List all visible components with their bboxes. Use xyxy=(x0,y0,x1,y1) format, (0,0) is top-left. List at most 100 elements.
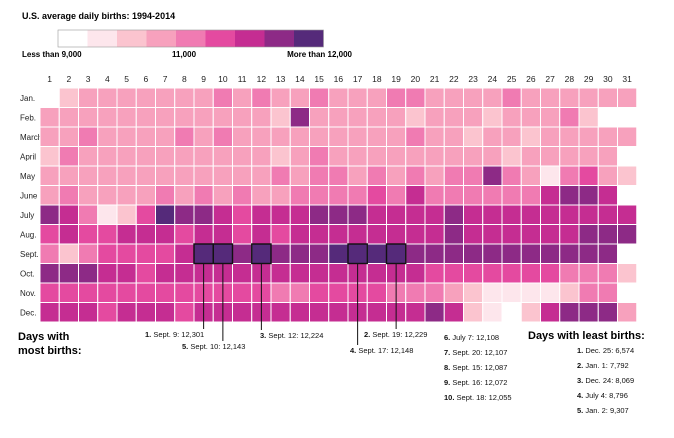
x-tick-label: 13 xyxy=(276,74,286,84)
annotation-leader-lines xyxy=(203,263,397,345)
heatmap-cell xyxy=(347,204,368,225)
heatmap-cell xyxy=(559,243,580,264)
x-tick-label: 7 xyxy=(163,74,168,84)
legend-mid-label: 11,000 xyxy=(172,50,197,59)
y-tick-label: Jan. xyxy=(20,94,35,103)
heatmap-cell xyxy=(155,282,176,303)
heatmap-cell xyxy=(251,224,272,245)
color-legend xyxy=(57,29,324,48)
heatmap-cell xyxy=(520,282,541,303)
heatmap-cell xyxy=(482,126,503,147)
heatmap-cell xyxy=(39,243,60,264)
y-tick-label: May xyxy=(20,172,35,181)
heatmap-cell xyxy=(463,126,484,147)
y-tick-label: March xyxy=(20,133,42,142)
heatmap-cell xyxy=(559,165,580,186)
heatmap-cell xyxy=(39,204,60,225)
heatmap-cell xyxy=(58,146,79,167)
x-tick-label: 3 xyxy=(86,74,91,84)
heatmap-cell xyxy=(270,263,291,284)
heatmap-cell xyxy=(39,224,60,245)
heatmap-cell xyxy=(501,224,522,245)
heatmap-cell xyxy=(386,107,407,128)
heatmap-cell xyxy=(328,302,349,323)
heatmap-cell xyxy=(174,126,195,147)
least-births-list-item: 2. Jan. 1: 7,792 xyxy=(577,361,629,370)
heatmap-cell xyxy=(155,146,176,167)
heatmap-cell xyxy=(443,87,464,108)
x-tick-label: 6 xyxy=(144,74,149,84)
most-births-heading-line1: Days with xyxy=(18,331,70,343)
heatmap-cell xyxy=(309,263,330,284)
heatmap-cell xyxy=(78,126,99,147)
heatmap-cell xyxy=(116,146,137,167)
heatmap-cell xyxy=(617,126,638,147)
most-births-annotation: 5. Sept. 10: 12,143 xyxy=(182,342,245,351)
heatmap-cell xyxy=(443,146,464,167)
heatmap-cell xyxy=(270,146,291,167)
heatmap-cell xyxy=(97,126,118,147)
heatmap-cell xyxy=(424,185,445,206)
y-tick-label: April xyxy=(20,152,36,161)
x-tick-label: 10 xyxy=(218,74,228,84)
legend-swatch xyxy=(176,30,206,47)
x-tick-label: 14 xyxy=(295,74,305,84)
heatmap-cell xyxy=(289,302,310,323)
heatmap-cell xyxy=(443,165,464,186)
heatmap-cell xyxy=(597,87,618,108)
heatmap-cell xyxy=(520,263,541,284)
most-births-list-item: 8. Sept. 15: 12,087 xyxy=(444,363,507,372)
heatmap-cell xyxy=(155,126,176,147)
heatmap-cell xyxy=(501,204,522,225)
least-births-list-item: 3. Dec. 24: 8,069 xyxy=(577,376,634,385)
heatmap-cell xyxy=(232,126,253,147)
most-births-list: 6. July 7: 12,108 7. Sept. 20: 12,107 8. S… xyxy=(444,333,512,402)
heatmap-cell xyxy=(424,107,445,128)
most-births-annotation: 1. Sept. 9: 12,301 xyxy=(145,330,204,339)
heatmap-cell xyxy=(597,204,618,225)
heatmap-cell xyxy=(270,185,291,206)
x-tick-label: 30 xyxy=(603,74,613,84)
heatmap-cell xyxy=(97,107,118,128)
heatmap-cell xyxy=(443,126,464,147)
heatmap-cell xyxy=(366,107,387,128)
heatmap-cell xyxy=(347,224,368,245)
legend-swatch xyxy=(264,30,294,47)
heatmap-cell xyxy=(212,107,233,128)
heatmap-cell xyxy=(232,243,253,264)
x-tick-label: 4 xyxy=(105,74,110,84)
heatmap-cell xyxy=(193,126,214,147)
heatmap-cell xyxy=(193,243,214,264)
heatmap-cell xyxy=(501,107,522,128)
heatmap-cell xyxy=(39,263,60,284)
heatmap-cell xyxy=(174,243,195,264)
heatmap-cell xyxy=(289,243,310,264)
heatmap-cell xyxy=(482,87,503,108)
heatmap-cell xyxy=(443,263,464,284)
heatmap-cell xyxy=(386,146,407,167)
x-tick-label: 18 xyxy=(372,74,382,84)
heatmap-cell xyxy=(309,302,330,323)
heatmap-cell xyxy=(386,87,407,108)
heatmap-cell xyxy=(58,243,79,264)
heatmap-cells xyxy=(39,87,638,323)
heatmap-cell xyxy=(482,204,503,225)
heatmap-cell xyxy=(251,185,272,206)
heatmap-cell xyxy=(482,165,503,186)
heatmap-cell xyxy=(97,185,118,206)
heatmap-cell xyxy=(116,87,137,108)
heatmap-cell xyxy=(78,263,99,284)
heatmap-cell xyxy=(78,224,99,245)
heatmap-cell xyxy=(232,165,253,186)
x-tick-label: 25 xyxy=(507,74,517,84)
heatmap-cell xyxy=(212,224,233,245)
x-tick-label: 22 xyxy=(449,74,459,84)
heatmap-cell xyxy=(501,126,522,147)
heatmap-cell xyxy=(39,146,60,167)
legend-swatch xyxy=(117,30,147,47)
heatmap-cell xyxy=(116,126,137,147)
heatmap-cell xyxy=(520,302,541,323)
heatmap-cell xyxy=(443,185,464,206)
heatmap-cell xyxy=(463,165,484,186)
heatmap-cell xyxy=(232,224,253,245)
